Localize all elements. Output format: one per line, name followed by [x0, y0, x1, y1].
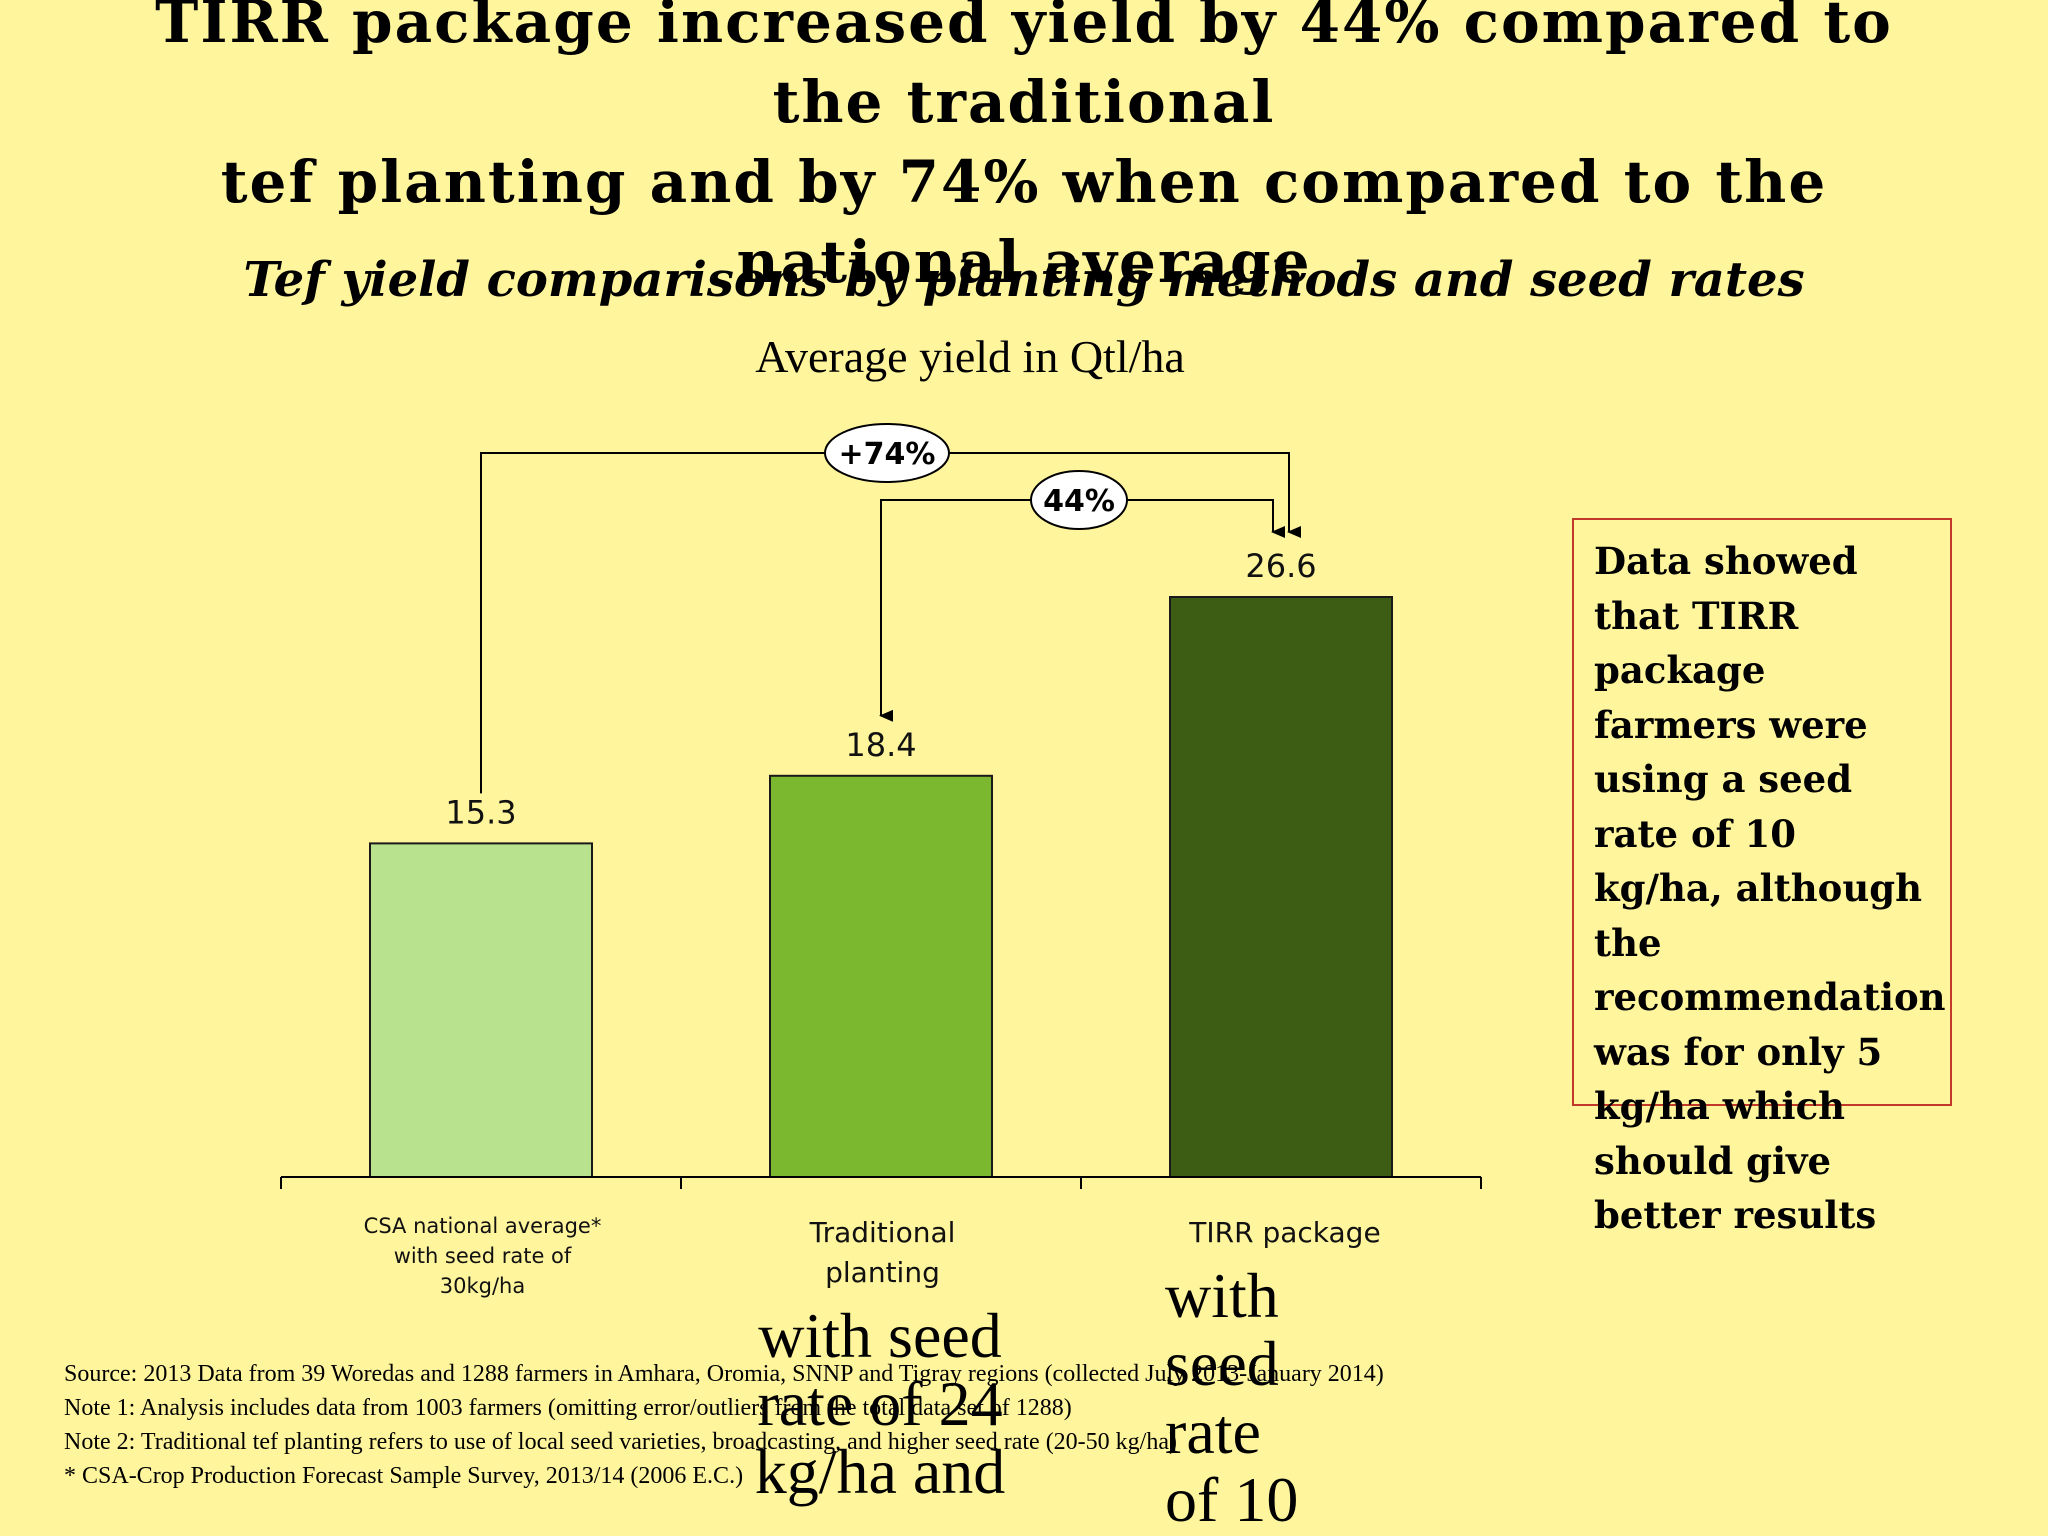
category-overflow-tirr: with seed rate of 10 [1165, 1260, 1299, 1535]
note-1: Note 1: Analysis includes data from 1003… [64, 1395, 1072, 1421]
slide-title: TIRR package increased yield by 44% comp… [155, 0, 1893, 296]
bar-2 [769, 774, 993, 1178]
x-axis [280, 1176, 1482, 1189]
data-label-2: 18.4 [845, 726, 916, 764]
data-label-1: 15.3 [445, 793, 516, 831]
source-notes: Source: 2013 Data from 39 Woredas and 12… [64, 1357, 1764, 1493]
note-csa: * CSA-Crop Production Forecast Sample Su… [64, 1463, 744, 1489]
annotation-44-bubble [1030, 470, 1128, 530]
category-label-traditional: Traditional planting [809, 1216, 956, 1289]
category-overflow-traditional: with seed rate of 24 kg/ha and [754, 1300, 1006, 1507]
bar-3 [1169, 596, 1393, 1178]
annotations-layer: +74% 44% [480, 423, 1301, 794]
callout-box: Data showed that TIRR package farmers we… [1572, 518, 1952, 1237]
annotation-74-label: +74% [839, 437, 936, 472]
chart-title: Average yield in Qtl/ha [755, 331, 1185, 382]
bars-layer: 15.3 18.4 26.6 [369, 547, 1393, 1178]
category-label-csa: CSA national average* with seed rate of … [363, 1214, 602, 1298]
annotation-44-label: 44% [1043, 484, 1115, 519]
category-label-tirr: TIRR package [1189, 1216, 1381, 1249]
chart-subtitle: Tef yield comparisons by planting method… [243, 252, 1805, 308]
note-2: Note 2: Traditional tef planting refers … [64, 1429, 1177, 1455]
note-source: Source: 2013 Data from 39 Woredas and 12… [64, 1361, 1384, 1387]
bar-1 [369, 842, 593, 1178]
annotation-74-bubble [824, 423, 950, 483]
data-label-3: 26.6 [1245, 547, 1316, 585]
